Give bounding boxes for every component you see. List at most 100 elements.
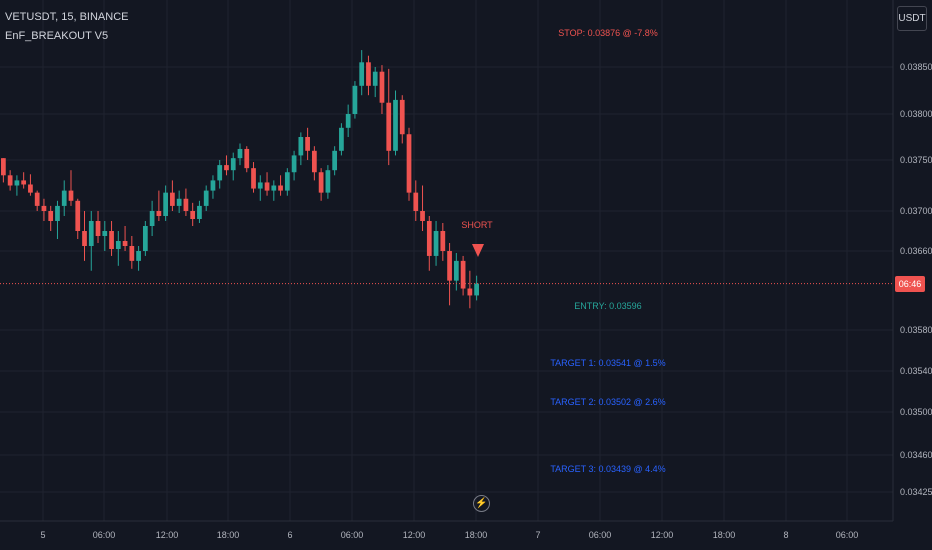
currency-button[interactable]: USDT	[897, 6, 927, 31]
x-tick-label: 06:00	[93, 530, 116, 540]
candles-series	[1, 50, 479, 309]
candle-body	[237, 148, 243, 159]
candle-body	[251, 168, 256, 189]
candle-body	[28, 184, 33, 193]
y-tick-label: 0.03700	[900, 206, 932, 216]
candle-body	[352, 85, 358, 114]
x-tick-label: 8	[783, 530, 788, 540]
down-triangle-icon	[472, 244, 484, 257]
candle-body	[406, 134, 412, 193]
candle-body	[197, 205, 202, 219]
candle-body	[257, 182, 263, 189]
symbol-title[interactable]: VETUSDT, 15, BINANCE	[5, 11, 129, 23]
candle-body	[136, 251, 141, 261]
candle-body	[345, 114, 351, 128]
candle-body	[379, 71, 385, 103]
candle-body	[129, 246, 135, 261]
current-price-tag: 06:46	[895, 275, 925, 292]
candle-body	[183, 198, 189, 211]
candle-body	[217, 165, 223, 181]
candle-body	[122, 241, 128, 246]
candle-body	[386, 102, 392, 151]
candle-body	[210, 180, 216, 191]
candle-body	[433, 231, 439, 256]
candle-body	[88, 221, 94, 246]
candle-body	[264, 182, 270, 191]
candle-body	[318, 172, 324, 193]
y-tick-label: 0.03500	[900, 407, 932, 417]
price-axis[interactable]: 0.03850 0.03800 0.03750 0.03700 0.03660 0.035…	[900, 62, 932, 497]
y-tick-label: 0.03540	[900, 366, 932, 376]
y-tick-label: 0.03580	[900, 325, 932, 335]
candle-body	[325, 170, 331, 193]
x-tick-label: 12:00	[403, 530, 426, 540]
x-tick-label: 18:00	[217, 530, 240, 540]
candle-body	[230, 158, 236, 171]
x-tick-label: 06:00	[836, 530, 859, 540]
candle-body	[102, 231, 108, 236]
candle-body	[41, 205, 47, 211]
y-tick-label: 0.03800	[900, 109, 932, 119]
y-tick-label: 0.03460	[900, 450, 932, 460]
candle-body	[203, 190, 209, 206]
candle-body	[399, 99, 405, 135]
candle-body	[21, 180, 27, 185]
lightning-icon[interactable]: ⚡	[473, 495, 490, 512]
candle-body	[156, 211, 162, 216]
candle-body	[372, 71, 378, 86]
candle-body	[14, 180, 20, 186]
candle-body	[48, 211, 54, 221]
candle-body	[163, 192, 168, 216]
candle-body	[75, 200, 81, 231]
x-tick-label: 18:00	[465, 530, 488, 540]
candle-body	[447, 251, 452, 281]
candle-body	[298, 137, 304, 156]
candle-body	[1, 158, 6, 176]
time-axis[interactable]: 5 06:00 12:00 18:00 6 06:00 12:00 18:00 7 06:00 12…	[40, 530, 858, 540]
candle-body	[393, 99, 398, 151]
x-tick-label: 18:00	[713, 530, 736, 540]
target1-annotation: TARGET 1: 0.03541 @ 1.5%	[550, 358, 665, 368]
candle-body	[339, 127, 344, 151]
candle-body	[413, 192, 419, 211]
candle-body	[176, 198, 182, 206]
x-tick-label: 6	[287, 530, 292, 540]
candle-body	[291, 155, 297, 173]
x-tick-label: 7	[535, 530, 540, 540]
indicator-title[interactable]: EnF_BREAKOUT V5	[5, 30, 109, 42]
x-tick-label: 12:00	[156, 530, 179, 540]
candle-body	[224, 165, 229, 171]
candle-body	[142, 226, 148, 251]
candle-body	[460, 260, 466, 289]
candle-body	[366, 62, 371, 86]
candle-body	[440, 231, 446, 251]
candle-body	[7, 175, 13, 186]
candle-body	[426, 221, 432, 256]
candle-body	[278, 185, 283, 191]
candle-body	[332, 150, 338, 171]
y-tick-label: 0.03660	[900, 246, 932, 256]
candle-body	[359, 62, 365, 86]
target2-annotation: TARGET 2: 0.03502 @ 2.6%	[550, 397, 665, 407]
candle-body	[68, 190, 74, 201]
candle-body	[305, 137, 310, 151]
candle-body	[95, 221, 101, 236]
candle-body	[170, 192, 175, 206]
candle-body	[420, 211, 425, 221]
stop-annotation: STOP: 0.03876 @ -7.8%	[558, 28, 658, 38]
candle-body	[244, 148, 250, 169]
y-tick-label: 0.03750	[900, 155, 932, 165]
candle-body	[109, 231, 114, 249]
candle-body	[55, 205, 60, 221]
x-tick-label: 5	[40, 530, 45, 540]
candle-body	[34, 192, 40, 206]
y-tick-label: 0.03850	[900, 62, 932, 72]
short-label: SHORT	[461, 220, 493, 230]
candle-body	[149, 211, 155, 226]
candle-body	[312, 150, 317, 173]
grid	[0, 0, 893, 521]
y-tick-label: 0.03425	[900, 487, 932, 497]
candle-body	[453, 260, 459, 281]
